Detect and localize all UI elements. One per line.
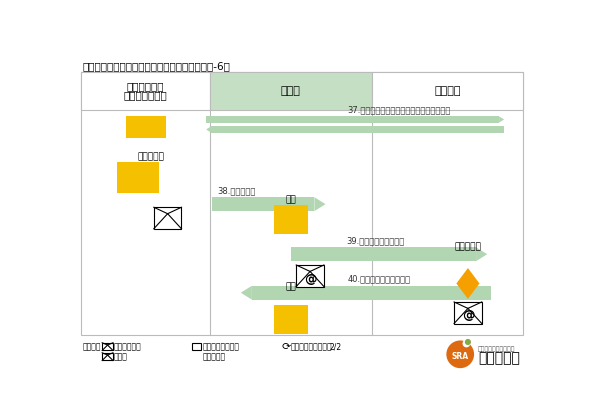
Text: 当事務所: 当事務所 (434, 86, 461, 96)
Bar (211, 197, 314, 211)
Text: 40.留意事項等のお知らせ: 40.留意事項等のお知らせ (348, 275, 411, 283)
Polygon shape (206, 126, 211, 133)
Text: ：サイト上の入力: ：サイト上の入力 (202, 342, 240, 351)
Polygon shape (476, 247, 487, 261)
Bar (154, 207, 182, 229)
Text: ⟳: ⟳ (281, 342, 291, 352)
Bar (206, 116, 499, 122)
Bar (102, 353, 113, 360)
Text: 検討・判断: 検討・判断 (454, 242, 481, 251)
Text: 39.決定内容等のご連絡: 39.決定内容等のご連絡 (346, 236, 405, 245)
Circle shape (465, 339, 471, 345)
Bar (274, 305, 308, 334)
Bar (102, 343, 113, 350)
Circle shape (447, 340, 474, 368)
Text: 確認: 確認 (286, 196, 296, 205)
Bar (81, 72, 210, 110)
Text: （年金事務所）: （年金事務所） (124, 91, 168, 101)
Text: @: @ (461, 309, 474, 322)
Text: @: @ (304, 273, 316, 285)
Bar (210, 72, 372, 110)
Bar (252, 286, 491, 300)
Text: 【凡例】: 【凡例】 (83, 342, 101, 351)
Text: 判断・決定: 判断・決定 (138, 152, 165, 161)
Text: お客様: お客様 (281, 86, 301, 96)
Bar (117, 162, 159, 193)
Text: SRA: SRA (452, 352, 469, 361)
Bar (192, 343, 201, 350)
Polygon shape (499, 116, 504, 122)
Text: 社会保険労務士事務所: 社会保険労務士事務所 (478, 346, 516, 352)
Text: アヴァロン: アヴァロン (478, 351, 520, 365)
Circle shape (463, 340, 470, 347)
Bar (81, 72, 523, 335)
Bar (454, 302, 482, 324)
Polygon shape (457, 268, 480, 299)
Text: ：郵便: ：郵便 (114, 352, 127, 361)
Text: 37.日本年金機構からの照会に対する対応等: 37.日本年金機構からの照会に対する対応等 (347, 105, 450, 114)
Text: 確認: 確認 (286, 283, 296, 292)
Bar (296, 265, 324, 287)
Text: 日本年金機構: 日本年金機構 (127, 82, 165, 92)
Bar (372, 72, 523, 110)
Bar (126, 116, 166, 138)
Text: 障害年金申請サポート・チャート図（ステップ-6）: 障害年金申請サポート・チャート図（ステップ-6） (83, 61, 231, 71)
Bar (291, 247, 476, 261)
Text: ：電子メール: ：電子メール (114, 342, 142, 351)
Polygon shape (314, 197, 326, 211)
Text: ：お支払い: ：お支払い (202, 352, 225, 361)
Bar (211, 126, 504, 133)
Bar (274, 205, 308, 234)
Text: 38.支給決定等: 38.支給決定等 (218, 186, 256, 195)
Polygon shape (241, 286, 252, 300)
Text: 2/2: 2/2 (329, 342, 342, 351)
Text: ：複数回のやりとり: ：複数回のやりとり (291, 342, 332, 351)
